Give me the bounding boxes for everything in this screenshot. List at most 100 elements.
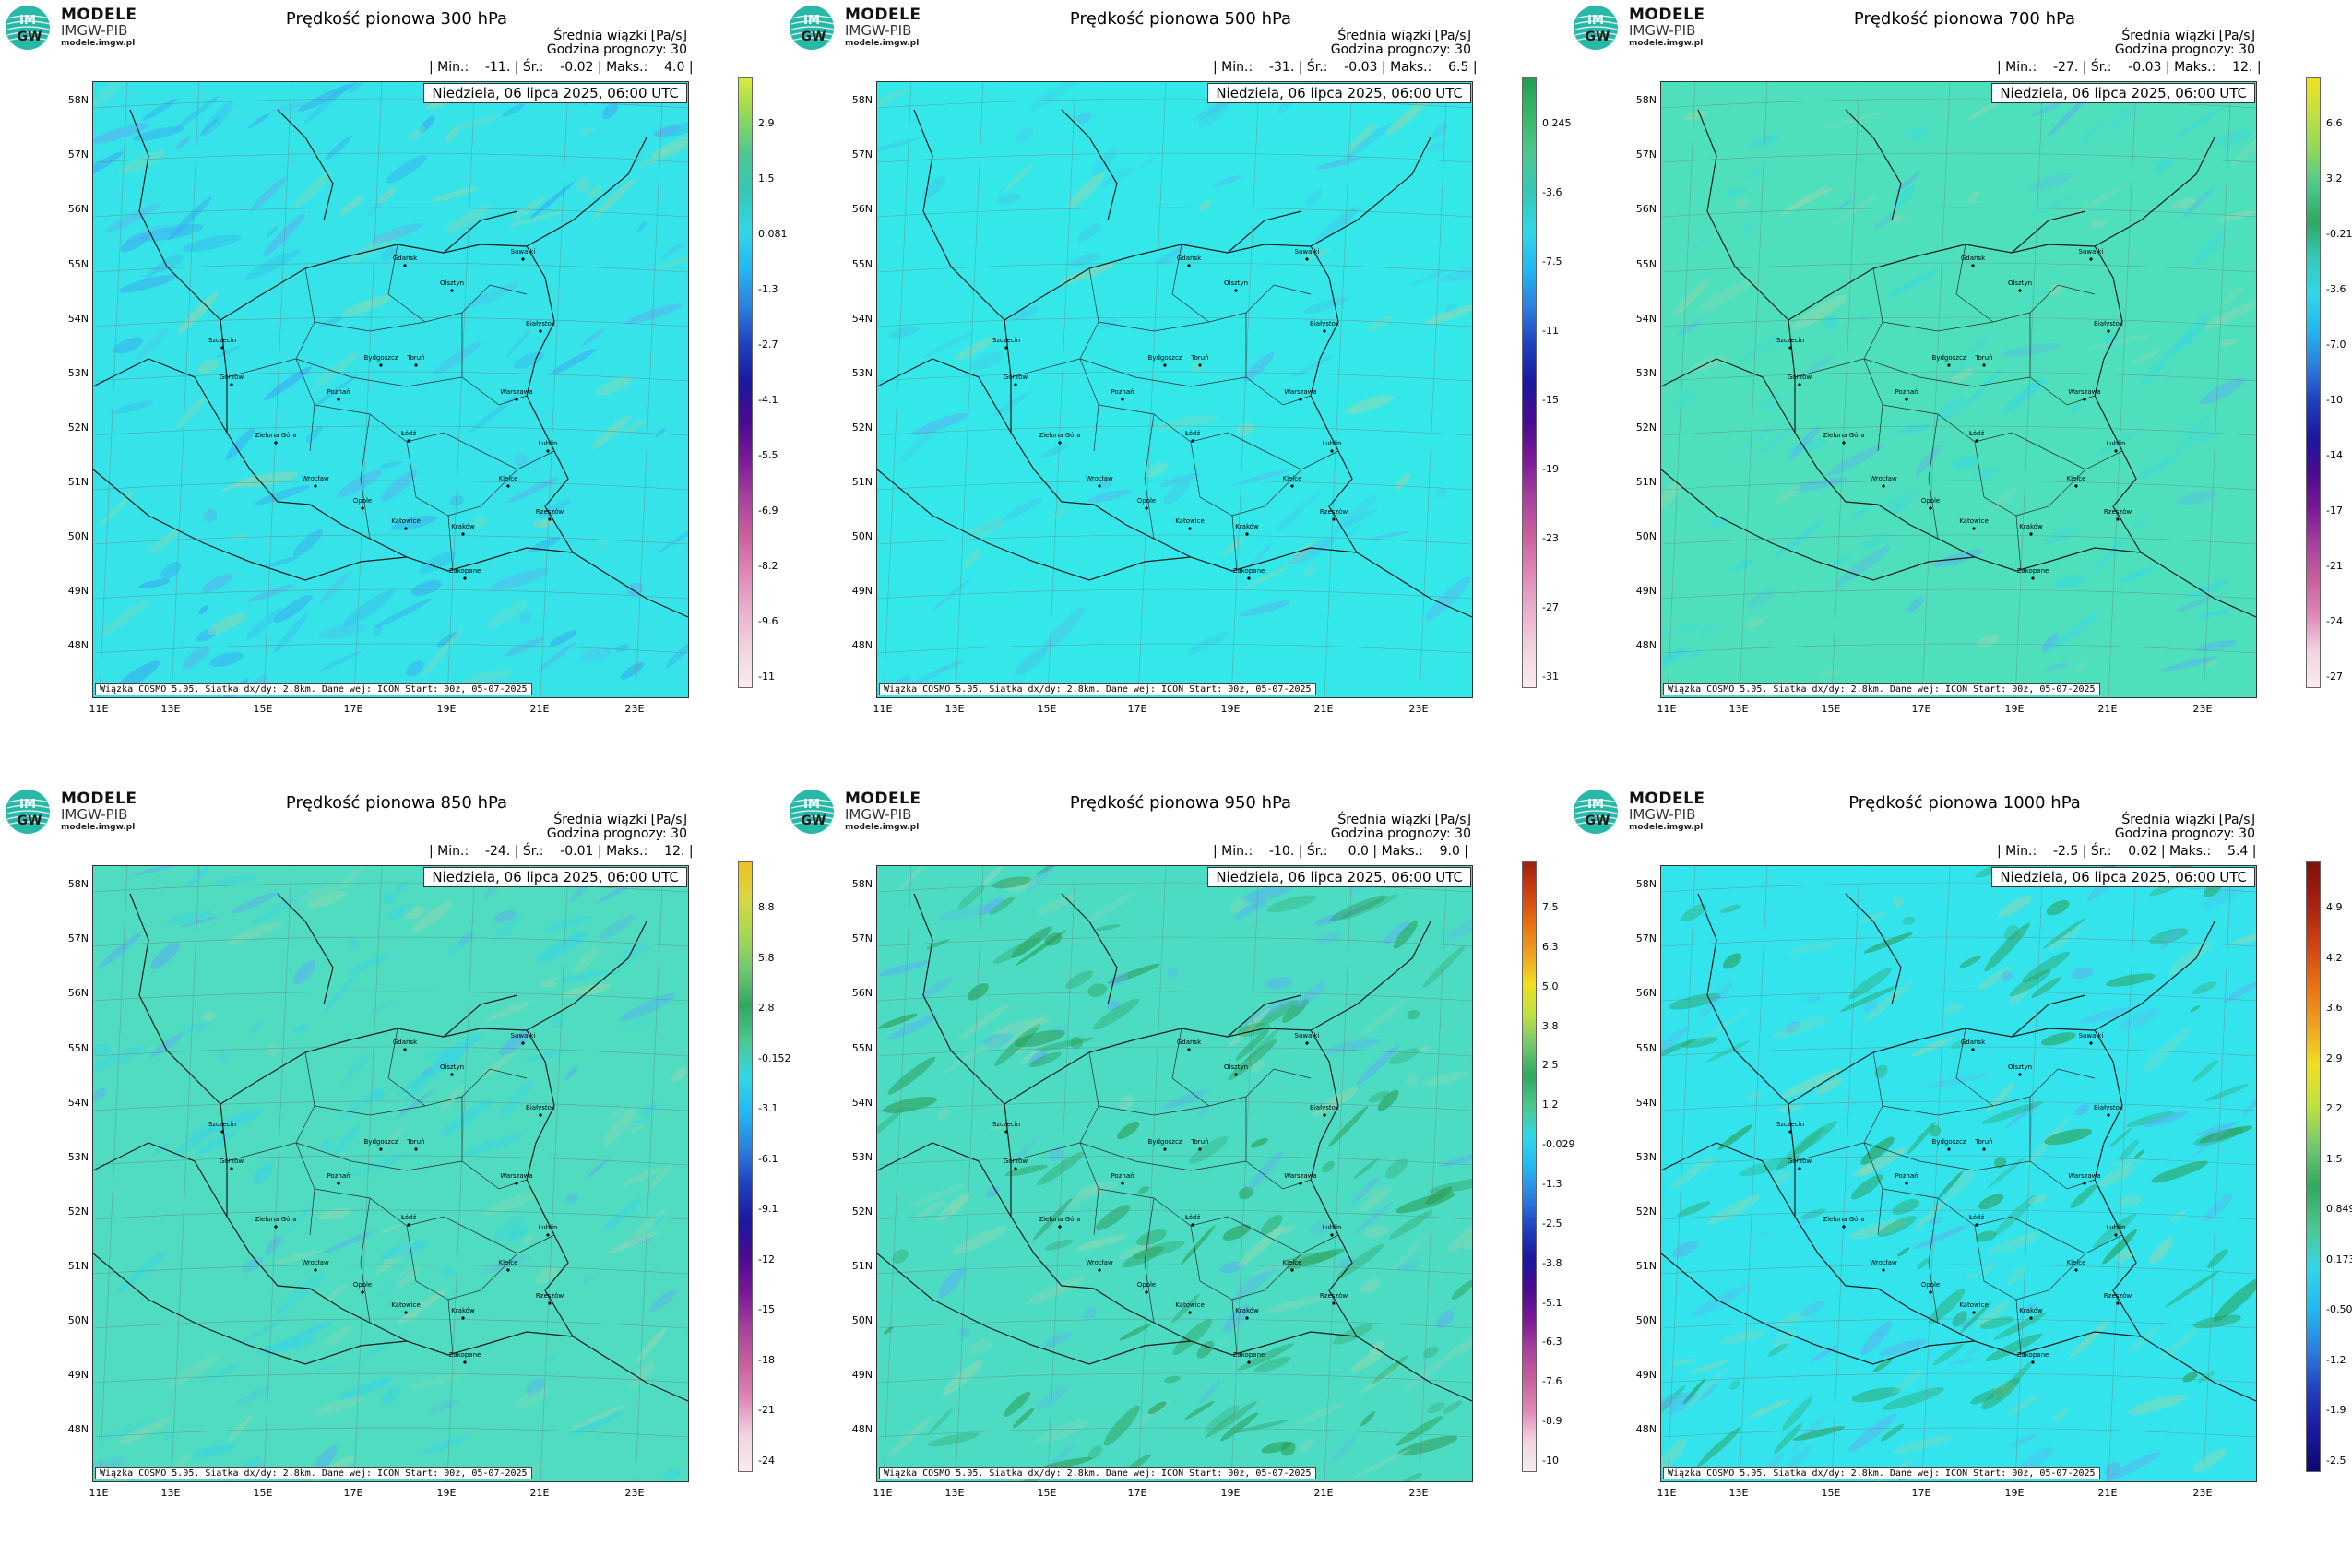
stats-line: | Min.: -24. | Śr.: -0.01 | Maks.: 12. |	[429, 844, 694, 859]
map-area: Gdańsk Suwałki Olsztyn Białystok Szczecin Byd…	[1660, 865, 2257, 1482]
city-marker: Zakopane	[1233, 1351, 1265, 1364]
colorbar-label: -18	[758, 1353, 775, 1366]
lon-label: 23E	[624, 1487, 645, 1499]
voivodeship-borders	[226, 244, 555, 572]
city-label: Rzeszów	[536, 1292, 564, 1300]
city-label: Toruń	[1190, 1138, 1208, 1146]
graticule	[1661, 82, 2256, 697]
city-marker: Opole	[1137, 497, 1156, 510]
city-marker: Warszawa	[2068, 388, 2101, 401]
city-marker: Kielce	[1283, 1259, 1301, 1272]
city-marker: Zakopane	[2017, 1351, 2049, 1364]
lat-label: 49N	[1635, 585, 1657, 597]
colorbar-label: -1.3	[758, 283, 778, 295]
city-label: Szczecin	[1776, 1121, 1804, 1128]
lon-label: 17E	[343, 703, 363, 715]
logo-mark-bottom: GW	[18, 30, 42, 44]
colorbar-label: 1.5	[758, 172, 775, 184]
city-label: Katowice	[1959, 517, 1989, 525]
lat-label: 52N	[67, 1206, 89, 1218]
logo-org: IMGW-PIB	[61, 22, 128, 39]
city-label: Rzeszów	[1320, 1292, 1348, 1300]
imgw-logo: IM GW MODELE IMGW-PIB modele.imgw.pl	[4, 4, 160, 52]
colorbar-label: 6.3	[1542, 940, 1559, 953]
city-marker: Katowice	[1175, 517, 1205, 530]
city-marker: Bydgoszcz	[1932, 1138, 1966, 1151]
city-label: Kraków	[451, 1307, 475, 1314]
city-label: Gorzów	[220, 374, 244, 381]
forecast-hour: Godzina prognozy: 30	[1330, 42, 1471, 57]
colorbar-label: 1.2	[1542, 1099, 1559, 1111]
country-borders	[877, 893, 1472, 1402]
city-label: Poznań	[1895, 1172, 1918, 1180]
city-label: Szczecin	[992, 337, 1020, 344]
city-marker: Kielce	[2067, 475, 2085, 488]
lat-label: 49N	[67, 1369, 89, 1381]
city-label: Toruń	[1974, 1138, 1992, 1146]
city-label: Białystok	[1310, 320, 1340, 327]
voivodeship-borders	[1010, 1028, 1339, 1356]
lon-label: 11E	[89, 703, 109, 715]
colorbar-label: -11	[1542, 325, 1559, 337]
city-label: Bydgoszcz	[364, 1138, 398, 1146]
city-marker: Białystok	[1310, 320, 1340, 333]
city-label: Toruń	[406, 354, 424, 362]
city-label: Katowice	[1959, 1301, 1989, 1309]
city-label: Bydgoszcz	[1148, 1138, 1182, 1146]
city-marker: Szczecin	[208, 1121, 236, 1134]
imgw-logo: IM GW MODELE IMGW-PIB modele.imgw.pl	[1572, 4, 1728, 52]
lat-label: 51N	[1635, 476, 1657, 488]
city-label: Kraków	[451, 523, 475, 530]
city-label: Rzeszów	[1320, 508, 1348, 516]
imgw-logo-mark: IM GW	[6, 6, 51, 50]
model-footer: Wiązka COSMO 5.05. Siatka dx/dy: 2.8km. …	[95, 1467, 532, 1479]
lat-label: 52N	[1635, 422, 1657, 434]
panel-info: Średnia wiązki [Pa/s] Godzina prognozy: 3…	[547, 30, 687, 57]
lon-label: 11E	[89, 1487, 109, 1499]
city-marker: Lublin	[2107, 1224, 2125, 1237]
country-borders	[93, 109, 688, 618]
colorbar-label: -6.9	[758, 505, 778, 517]
city-label: Zielona Góra	[1039, 1216, 1080, 1223]
lat-label: 50N	[1635, 530, 1657, 542]
graticule	[877, 82, 1472, 697]
colorbar	[1522, 77, 1537, 688]
city-label: Olsztyn	[440, 279, 464, 287]
city-marker: Zakopane	[2017, 567, 2049, 580]
city-marker: Suwałki	[2079, 1032, 2103, 1045]
lat-label: 55N	[67, 258, 89, 270]
lat-label: 53N	[1635, 1151, 1657, 1163]
valid-date: Niedziela, 06 lipca 2025, 06:00 UTC	[1207, 83, 1471, 103]
city-marker: Szczecin	[208, 337, 236, 350]
lat-label: 51N	[1635, 1260, 1657, 1272]
city-marker: Toruń	[406, 1138, 425, 1151]
colorbar-label: -11	[758, 671, 775, 683]
city-marker: Katowice	[1959, 1301, 1989, 1314]
lon-label: 19E	[1220, 703, 1241, 715]
colorbar-label: -27	[2326, 671, 2343, 683]
lat-label: 51N	[67, 476, 89, 488]
lat-label: 52N	[851, 1206, 873, 1218]
city-label: Bydgoszcz	[1932, 1138, 1966, 1146]
colorbar-label: -15	[758, 1303, 775, 1316]
city-label: Łódź	[1968, 1214, 1985, 1221]
lat-label: 54N	[1635, 1097, 1657, 1109]
colorbar-label: 2.2	[2326, 1102, 2343, 1115]
city-marker: Kraków	[1235, 1307, 1259, 1320]
colorbar-label: -5.5	[758, 449, 778, 461]
city-marker: Zielona Góra	[1039, 432, 1081, 445]
stats-line: | Min.: -27. | Śr.: -0.03 | Maks.: 12. |	[1997, 60, 2262, 75]
city-marker: Toruń	[1190, 1138, 1209, 1151]
city-marker: Gdańsk	[1961, 255, 1986, 267]
city-marker: Poznań	[327, 388, 350, 401]
model-footer: Wiązka COSMO 5.05. Siatka dx/dy: 2.8km. …	[879, 683, 1316, 695]
city-marker: Rzeszów	[1320, 508, 1348, 521]
city-label: Opole	[1921, 1281, 1941, 1289]
lon-label: 11E	[873, 1487, 893, 1499]
lon-label: 13E	[160, 1487, 181, 1499]
city-marker: Białystok	[526, 320, 556, 333]
city-marker: Lublin	[1323, 440, 1341, 453]
lon-label: 19E	[436, 703, 457, 715]
city-label: Zakopane	[449, 567, 481, 575]
colorbar-label: -17	[2326, 505, 2343, 517]
